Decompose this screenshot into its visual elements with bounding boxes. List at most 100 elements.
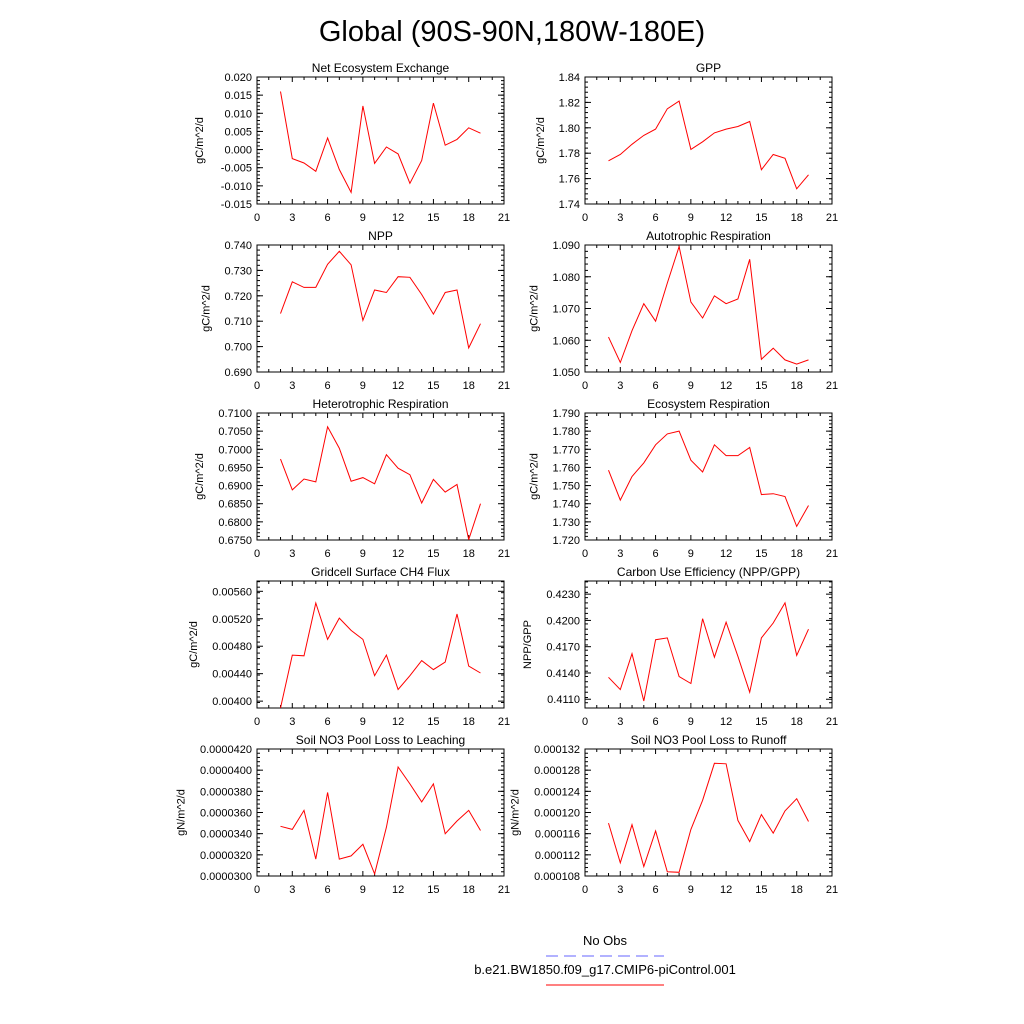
x-tick-label: 3	[617, 884, 623, 896]
y-tick-label: 0.700	[224, 342, 252, 354]
x-tick-label: 6	[325, 548, 331, 560]
x-tick-label: 0	[582, 884, 588, 896]
panel-5: Ecosystem Respiration 0 3 6 9 12 15 18 21 1.720 1.…	[529, 397, 839, 560]
x-tick-label: 12	[392, 380, 404, 392]
y-tick-label: 0.000	[224, 145, 252, 157]
figure-title: Global (90S-90N,180W-180E)	[318, 16, 706, 48]
y-tick-label: 0.000124	[534, 786, 580, 798]
x-tick-label: 3	[289, 548, 295, 560]
y-tick-label: 0.0000360	[200, 808, 252, 820]
x-tick-label: 21	[826, 212, 838, 224]
y-tick-label: 0.6900	[218, 481, 252, 493]
y-tick-label: 0.7100	[218, 408, 252, 420]
plot-frame	[256, 244, 505, 373]
x-tick-label: 21	[826, 380, 838, 392]
y-tick-label: 0.000120	[534, 808, 580, 820]
x-tick-label: 9	[688, 212, 694, 224]
x-tick-label: 9	[360, 380, 366, 392]
y-tick-label: -0.015	[221, 199, 252, 211]
y-tick-label: 0.0000340	[200, 829, 252, 841]
y-tick-label: 1.720	[552, 535, 580, 547]
x-tick-label: 15	[755, 380, 767, 392]
y-tick-label: 1.78	[559, 148, 580, 160]
y-axis-label: gC/m^2/d	[535, 117, 547, 164]
x-tick-label: 15	[755, 212, 767, 224]
x-tick-label: 3	[617, 212, 623, 224]
panel-title: Carbon Use Efficiency (NPP/GPP)	[617, 565, 800, 579]
series-line	[608, 430, 809, 528]
series-line	[608, 100, 809, 190]
panel-title: Heterotrophic Respiration	[312, 397, 448, 411]
x-tick-label: 21	[826, 884, 838, 896]
y-tick-label: 0.0000320	[200, 850, 252, 862]
x-tick-label: 18	[463, 380, 475, 392]
x-tick-label: 3	[617, 716, 623, 728]
y-tick-label: 1.090	[552, 240, 580, 252]
x-tick-label: 0	[254, 716, 260, 728]
panel-title: NPP	[368, 229, 393, 243]
x-tick-label: 12	[720, 716, 732, 728]
y-tick-label: 1.82	[559, 97, 580, 109]
x-tick-label: 9	[688, 884, 694, 896]
x-tick-label: 12	[392, 548, 404, 560]
y-tick-label: 0.0000300	[200, 871, 252, 883]
y-tick-label: 1.760	[552, 462, 580, 474]
y-tick-label: 0.010	[224, 108, 252, 120]
x-tick-label: 3	[289, 212, 295, 224]
legend-model-label: b.e21.BW1850.f09_g17.CMIP6-piControl.001	[474, 962, 736, 977]
x-tick-label: 15	[755, 884, 767, 896]
y-tick-label: 1.770	[552, 444, 580, 456]
y-tick-label: 1.740	[552, 499, 580, 511]
x-tick-label: 18	[791, 884, 803, 896]
x-tick-label: 21	[498, 212, 510, 224]
y-axis-label: gC/m^2/d	[194, 117, 206, 164]
series-line	[280, 601, 481, 708]
x-tick-label: 9	[360, 716, 366, 728]
plot-frame	[584, 580, 833, 709]
x-tick-label: 15	[427, 884, 439, 896]
x-tick-label: 6	[325, 212, 331, 224]
y-axis-label: gC/m^2/d	[529, 453, 541, 500]
panel-3: Autotrophic Respiration 0 3 6 9 12 15 18 21 1.050…	[529, 229, 839, 392]
y-tick-label: 0.005	[224, 126, 252, 138]
x-tick-label: 6	[653, 716, 659, 728]
y-tick-label: 0.7000	[218, 444, 252, 456]
x-tick-label: 6	[653, 380, 659, 392]
series-line	[608, 245, 809, 365]
y-tick-label: 0.720	[224, 291, 252, 303]
plot-frame	[256, 412, 505, 541]
x-tick-label: 6	[653, 212, 659, 224]
x-tick-label: 12	[392, 212, 404, 224]
x-tick-label: 12	[720, 212, 732, 224]
y-tick-label: 1.84	[559, 72, 580, 84]
x-tick-label: 9	[360, 548, 366, 560]
y-tick-label: 0.00480	[212, 641, 252, 653]
x-tick-label: 6	[325, 884, 331, 896]
x-tick-label: 3	[617, 380, 623, 392]
y-tick-label: 1.070	[552, 304, 580, 316]
y-tick-label: 0.00560	[212, 586, 252, 598]
x-tick-label: 3	[617, 548, 623, 560]
y-axis-label: NPP/GPP	[522, 620, 534, 669]
y-tick-label: 0.690	[224, 367, 252, 379]
y-tick-label: 0.020	[224, 72, 252, 84]
y-tick-label: 1.790	[552, 408, 580, 420]
x-tick-label: 3	[289, 380, 295, 392]
y-axis-label: gC/m^2/d	[201, 285, 213, 332]
y-tick-label: 0.0000380	[200, 786, 252, 798]
plot-frame	[584, 244, 833, 373]
x-tick-label: 21	[498, 884, 510, 896]
x-tick-label: 3	[289, 884, 295, 896]
y-axis-label: gC/m^2/d	[529, 285, 541, 332]
x-tick-label: 12	[720, 884, 732, 896]
y-tick-label: 1.730	[552, 517, 580, 529]
x-tick-label: 21	[498, 548, 510, 560]
x-tick-label: 6	[653, 884, 659, 896]
x-tick-label: 18	[791, 548, 803, 560]
x-tick-label: 0	[582, 212, 588, 224]
y-tick-label: 0.015	[224, 90, 252, 102]
x-tick-label: 9	[688, 380, 694, 392]
panel-8: Soil NO3 Pool Loss to Leaching 0 3 6 9 12 15 18…	[175, 733, 510, 896]
x-tick-label: 21	[498, 380, 510, 392]
x-tick-label: 9	[360, 884, 366, 896]
